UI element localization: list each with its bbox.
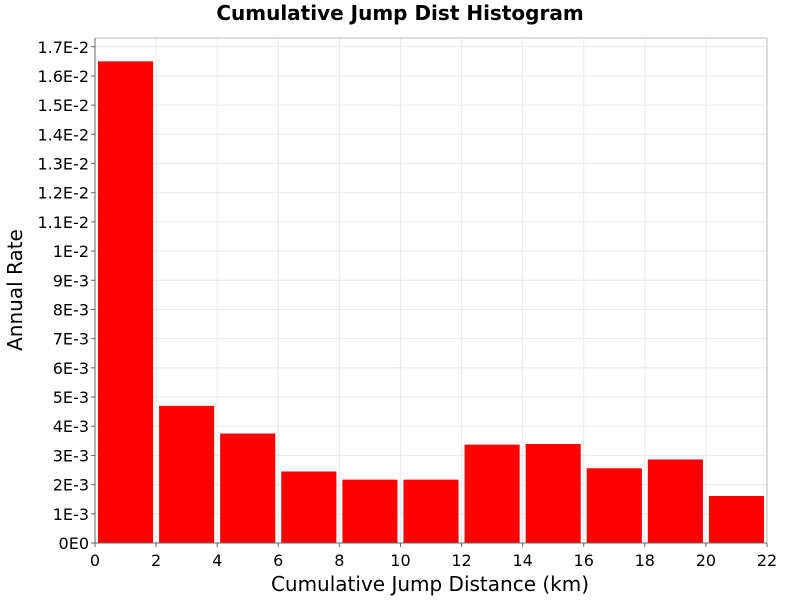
x-tick-label: 22: [757, 551, 777, 570]
x-tick-labels: 0 2 4 6 8 10 12 14 16 18 20 22: [90, 551, 777, 570]
x-tick-label: 6: [273, 551, 283, 570]
y-tick-label: 9E-3: [53, 271, 89, 290]
y-tick-labels: 0E0 1E-3 2E-3 3E-3 4E-3 5E-3 6E-3 7E-3 8E-3 9E-3 1…: [37, 38, 89, 553]
x-axis-label: Cumulative Jump Distance (km): [271, 572, 589, 596]
y-tick-label: 8E-3: [53, 300, 89, 319]
histogram-bar: [342, 479, 398, 543]
y-tick-label: 0E0: [59, 534, 89, 553]
y-tick-label: 1E-3: [53, 505, 89, 524]
y-tick-label: 1.1E-2: [37, 213, 89, 232]
axes: [91, 38, 768, 547]
histogram-bar: [281, 471, 337, 543]
histogram-bar: [525, 444, 581, 543]
x-tick-label: 8: [334, 551, 344, 570]
histogram-bar: [403, 479, 459, 543]
x-tick-label: 20: [696, 551, 716, 570]
histogram-bar: [586, 468, 642, 543]
y-tick-label: 1.7E-2: [37, 38, 89, 57]
y-tick-label: 1.6E-2: [37, 67, 89, 86]
x-tick-label: 12: [451, 551, 471, 570]
y-tick-label: 2E-3: [53, 476, 89, 495]
y-tick-label: 1E-2: [53, 242, 89, 261]
y-axis-label: Annual Rate: [3, 229, 27, 351]
histogram-bar: [159, 405, 215, 543]
y-tick-label: 7E-3: [53, 330, 89, 349]
x-tick-label: 2: [151, 551, 161, 570]
histogram-bar: [708, 496, 764, 543]
chart-title: Cumulative Jump Dist Histogram: [216, 1, 583, 25]
x-tick-label: 16: [574, 551, 594, 570]
y-tick-label: 4E-3: [53, 417, 89, 436]
y-tick-label: 1.3E-2: [37, 155, 89, 174]
histogram-bar: [647, 459, 703, 543]
y-tick-label: 6E-3: [53, 359, 89, 378]
x-tick-label: 0: [90, 551, 100, 570]
x-tick-label: 4: [212, 551, 222, 570]
histogram-bar: [220, 433, 276, 543]
histogram-bar: [98, 61, 154, 543]
x-tick-label: 10: [390, 551, 410, 570]
x-tick-label: 14: [512, 551, 532, 570]
histogram-bar: [464, 444, 520, 543]
y-tick-label: 3E-3: [53, 446, 89, 465]
x-tick-label: 18: [635, 551, 655, 570]
y-tick-label: 5E-3: [53, 388, 89, 407]
y-tick-label: 1.2E-2: [37, 184, 89, 203]
bars: [98, 61, 764, 543]
y-tick-label: 1.4E-2: [37, 125, 89, 144]
y-tick-label: 1.5E-2: [37, 96, 89, 115]
